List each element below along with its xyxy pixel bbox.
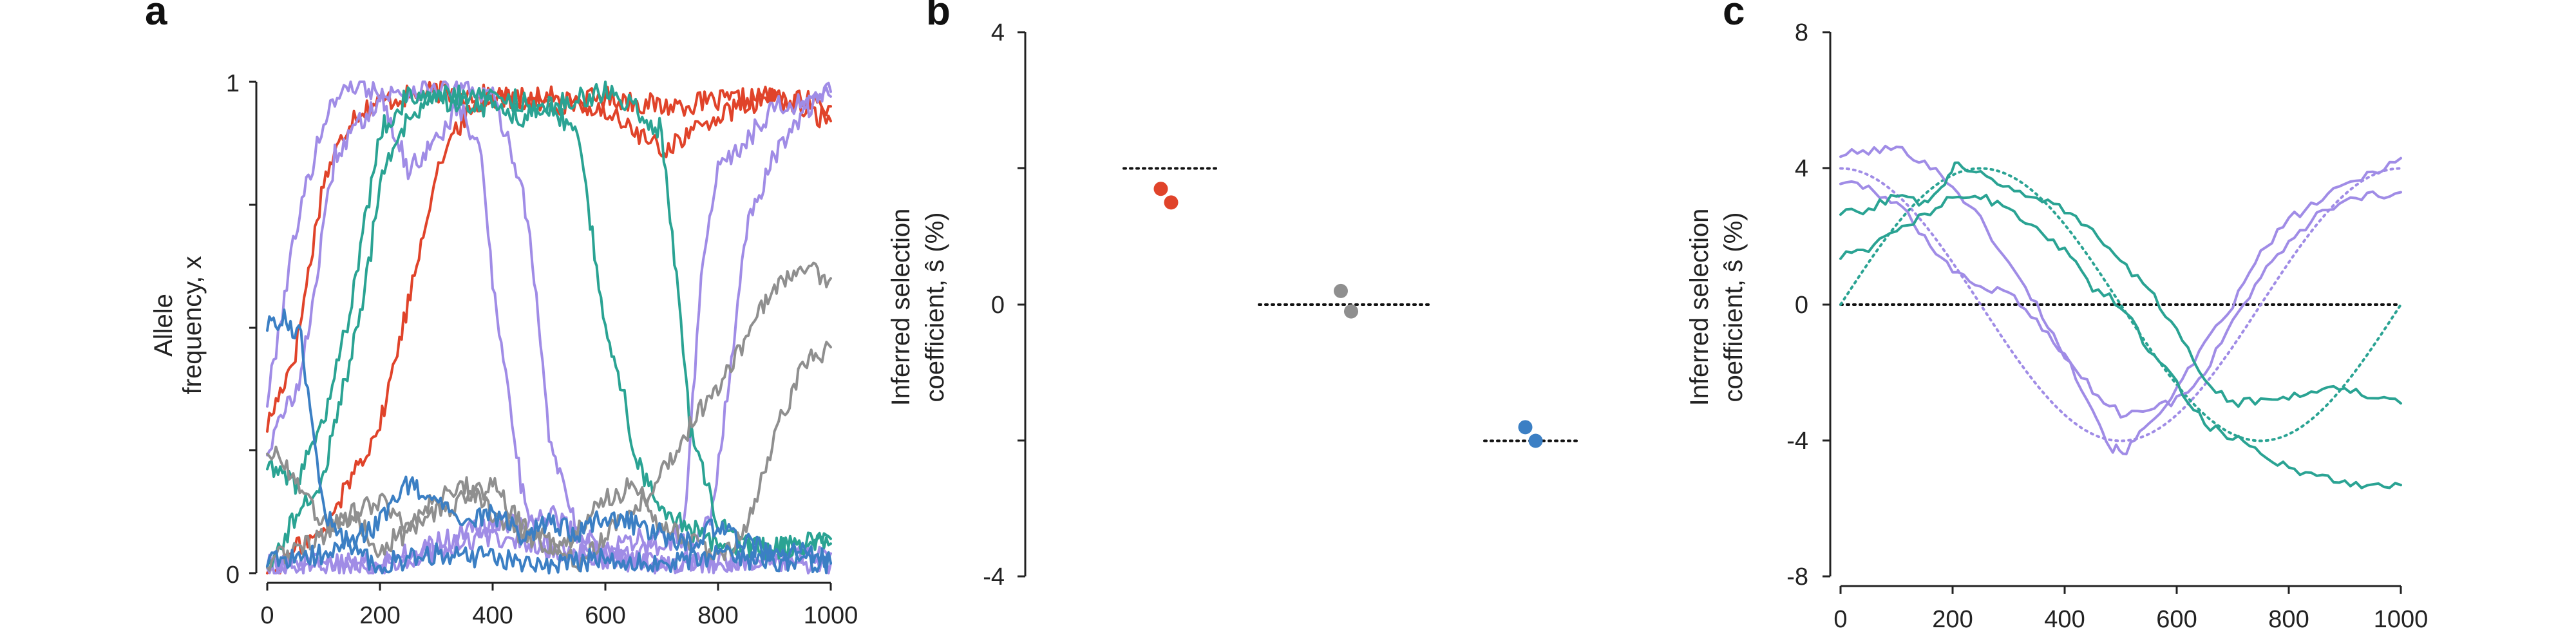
panel-a-xtick-label: 200 — [359, 602, 400, 629]
inferred-point-red — [1164, 195, 1179, 210]
inferred-curve-purple — [1839, 180, 2402, 419]
trajectory-teal — [266, 86, 832, 560]
panel-b-ytick-label: -4 — [983, 564, 1005, 591]
inferred-point-gray — [1334, 283, 1348, 298]
true-curve-purple — [1839, 167, 2402, 442]
panel-a-ylabel-line2: frequency, x — [178, 256, 207, 395]
trajectory-red — [266, 80, 832, 433]
panel-c-ytick-label: -8 — [1786, 564, 1808, 591]
panel-b-ylabel-line2: coefficient, ŝ (%) — [921, 213, 949, 402]
inferred-point-gray — [1344, 304, 1358, 319]
panel-c-traces — [1839, 144, 2402, 489]
inferred-curve-purple — [1839, 144, 2402, 456]
panel-a-traces — [266, 80, 832, 574]
inferred-curve-teal — [1839, 193, 2402, 489]
panel-c-xtick-label: 400 — [2044, 606, 2085, 633]
panel-c-xtick-label: 1000 — [2374, 606, 2429, 633]
trajectory-blue — [266, 475, 832, 569]
trajectory-teal — [266, 80, 832, 569]
panel-a-ytick-label: 1 — [226, 70, 240, 97]
trajectory-red — [266, 85, 832, 574]
panel-b-ylabel-line1: Inferred selection — [887, 209, 915, 406]
panel-b: b Inferred selection coefficient, ŝ (%) … — [887, 0, 1578, 591]
panel-b-ytick-label: 0 — [991, 292, 1005, 319]
trajectory-purple — [266, 80, 832, 574]
panel-c-xtick-label: 800 — [2268, 606, 2309, 633]
panel-c-ylabel-line1: Inferred selection — [1685, 209, 1714, 406]
panel-b-marks — [1122, 167, 1578, 448]
panel-a-xtick-label: 0 — [260, 602, 274, 629]
panel-c-true-curves — [1839, 167, 2402, 442]
panel-c-xtick-label: 200 — [1932, 606, 1973, 633]
panel-c-ytick-label: 4 — [1795, 155, 1808, 182]
panel-c-ytick-label: -4 — [1786, 428, 1808, 455]
trajectory-purple — [266, 81, 832, 574]
trajectory-purple — [266, 80, 832, 574]
panel-letter-b: b — [926, 0, 951, 33]
panel-letter-c: c — [1723, 0, 1745, 33]
inferred-point-blue — [1528, 433, 1543, 448]
panel-a-ylabel-line1: Allele — [149, 294, 178, 357]
inferred-point-blue — [1518, 420, 1533, 435]
panel-c: c Inferred selection coefficient, ŝ (%) … — [1685, 0, 2428, 633]
panel-c-xtick-label: 600 — [2156, 606, 2197, 633]
panel-b-ytick-label: 4 — [991, 19, 1005, 46]
trajectory-purple — [266, 86, 832, 574]
panel-a-xtick-label: 800 — [697, 602, 738, 629]
panel-letter-a: a — [145, 0, 167, 33]
inferred-curve-teal — [1839, 161, 2402, 408]
panel-c-xtick-label: 0 — [1833, 606, 1847, 633]
panel-c-ylabel-line2: coefficient, ŝ (%) — [1719, 213, 1748, 402]
panel-a-xtick-label: 1000 — [804, 602, 858, 629]
panel-a-ytick-label: 0 — [226, 562, 240, 589]
panel-a-xtick-label: 400 — [472, 602, 513, 629]
true-curve-teal — [1839, 167, 2402, 442]
trajectory-blue — [266, 308, 832, 574]
panel-a: a Allele frequency, x 1 0 0 200 400 600 … — [145, 0, 858, 629]
inferred-point-red — [1153, 182, 1168, 196]
panel-a-xtick-label: 600 — [585, 602, 625, 629]
panel-c-ytick-label: 0 — [1795, 292, 1808, 319]
panel-c-ytick-label: 8 — [1795, 19, 1808, 46]
